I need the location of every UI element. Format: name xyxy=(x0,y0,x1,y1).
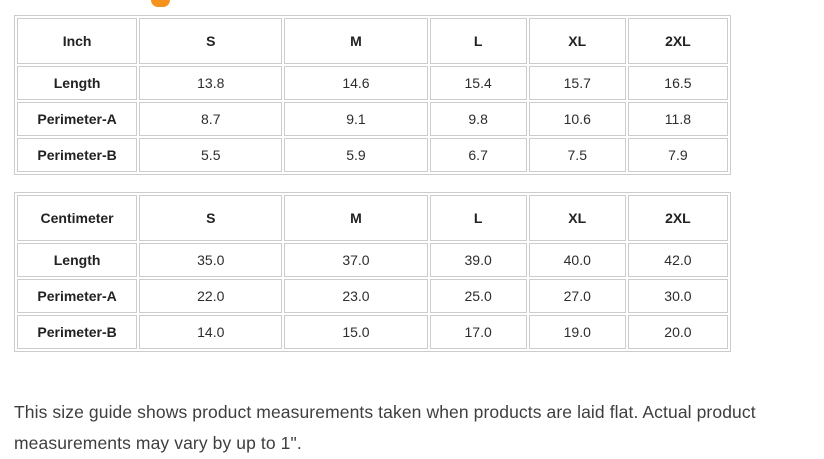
table-row: Perimeter-B 5.5 5.9 6.7 7.5 7.9 xyxy=(17,138,728,172)
cell-length-2xl: 42.0 xyxy=(627,243,728,277)
cell-perimeter-a-m: 23.0 xyxy=(284,279,428,313)
table-header-row: Centimeter S M L XL 2XL xyxy=(17,195,728,241)
cell-perimeter-b-xl: 7.5 xyxy=(528,138,626,172)
cell-length-l: 39.0 xyxy=(429,243,527,277)
row-header-length: Length xyxy=(17,243,138,277)
col-header-2xl: 2XL xyxy=(627,195,728,241)
cell-perimeter-a-l: 25.0 xyxy=(429,279,527,313)
cell-length-2xl: 16.5 xyxy=(627,66,728,100)
footnote-line-2: measurements may vary by up to 1". xyxy=(14,433,302,453)
table-row: Perimeter-A 8.7 9.1 9.8 10.6 11.8 xyxy=(17,102,728,136)
row-header-perimeter-b: Perimeter-B xyxy=(17,315,138,349)
table-row: Length 13.8 14.6 15.4 15.7 16.5 xyxy=(17,66,728,100)
cell-length-xl: 15.7 xyxy=(528,66,626,100)
col-header-2xl: 2XL xyxy=(627,18,728,64)
cell-perimeter-b-l: 17.0 xyxy=(429,315,527,349)
cell-perimeter-b-s: 5.5 xyxy=(139,138,283,172)
cell-perimeter-b-2xl: 7.9 xyxy=(627,138,728,172)
footnote-line-1: This size guide shows product measuremen… xyxy=(14,402,756,422)
size-table-inch: Inch S M L XL 2XL Length 13.8 14.6 15.4 … xyxy=(14,15,731,175)
row-header-perimeter-a: Perimeter-A xyxy=(17,102,138,136)
cell-length-m: 37.0 xyxy=(284,243,428,277)
row-header-length: Length xyxy=(17,66,138,100)
col-header-m: M xyxy=(284,18,428,64)
cell-length-xl: 40.0 xyxy=(528,243,626,277)
cell-perimeter-a-xl: 10.6 xyxy=(528,102,626,136)
cell-perimeter-b-s: 14.0 xyxy=(139,315,283,349)
cell-length-s: 13.8 xyxy=(139,66,283,100)
cell-perimeter-a-xl: 27.0 xyxy=(528,279,626,313)
cell-perimeter-b-m: 15.0 xyxy=(284,315,428,349)
col-header-s: S xyxy=(139,18,283,64)
row-header-perimeter-a: Perimeter-A xyxy=(17,279,138,313)
cell-perimeter-b-2xl: 20.0 xyxy=(627,315,728,349)
size-guide-footnote: This size guide shows product measuremen… xyxy=(14,397,810,459)
col-header-xl: XL xyxy=(528,18,626,64)
size-table-centimeter: Centimeter S M L XL 2XL Length 35.0 37.0… xyxy=(14,192,731,352)
col-header-s: S xyxy=(139,195,283,241)
col-header-xl: XL xyxy=(528,195,626,241)
cell-perimeter-b-xl: 19.0 xyxy=(528,315,626,349)
table-row: Perimeter-A 22.0 23.0 25.0 27.0 30.0 xyxy=(17,279,728,313)
table-row: Length 35.0 37.0 39.0 40.0 42.0 xyxy=(17,243,728,277)
cell-length-m: 14.6 xyxy=(284,66,428,100)
truncated-heading-fragment xyxy=(151,0,170,7)
table-row: Perimeter-B 14.0 15.0 17.0 19.0 20.0 xyxy=(17,315,728,349)
cell-perimeter-a-m: 9.1 xyxy=(284,102,428,136)
cell-perimeter-b-m: 5.9 xyxy=(284,138,428,172)
table-header-row: Inch S M L XL 2XL xyxy=(17,18,728,64)
cell-perimeter-a-l: 9.8 xyxy=(429,102,527,136)
col-header-l: L xyxy=(429,18,527,64)
cell-perimeter-a-2xl: 11.8 xyxy=(627,102,728,136)
unit-header-inch: Inch xyxy=(17,18,138,64)
cell-perimeter-b-l: 6.7 xyxy=(429,138,527,172)
row-header-perimeter-b: Perimeter-B xyxy=(17,138,138,172)
cell-length-s: 35.0 xyxy=(139,243,283,277)
cell-perimeter-a-2xl: 30.0 xyxy=(627,279,728,313)
cell-perimeter-a-s: 22.0 xyxy=(139,279,283,313)
col-header-m: M xyxy=(284,195,428,241)
unit-header-centimeter: Centimeter xyxy=(17,195,138,241)
cell-length-l: 15.4 xyxy=(429,66,527,100)
col-header-l: L xyxy=(429,195,527,241)
cell-perimeter-a-s: 8.7 xyxy=(139,102,283,136)
